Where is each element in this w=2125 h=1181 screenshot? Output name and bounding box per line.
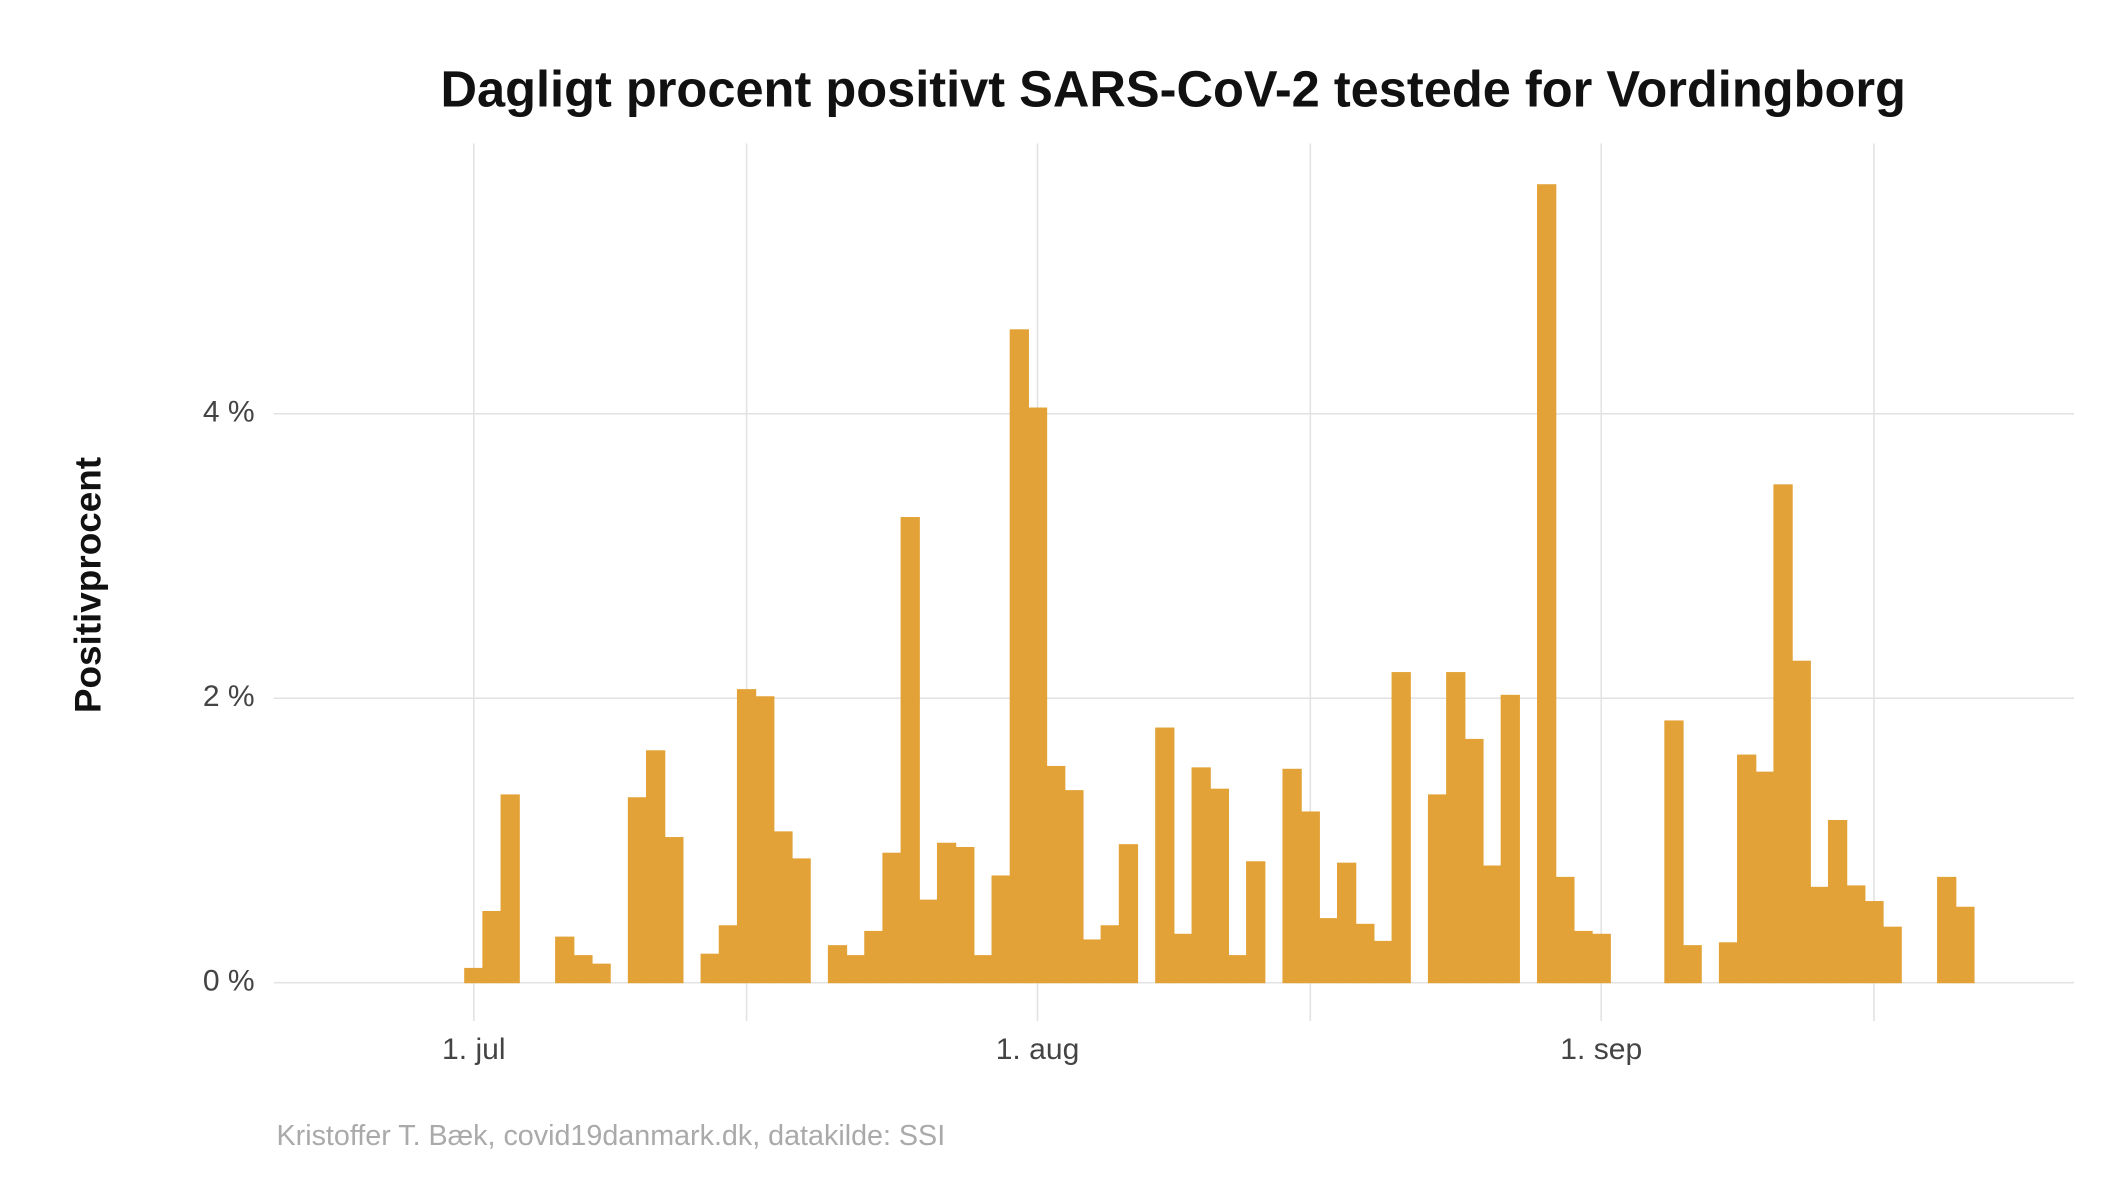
y-tick-label: 2 % <box>203 680 255 713</box>
bar <box>718 925 739 984</box>
bar <box>1009 329 1029 984</box>
bar <box>791 858 811 984</box>
bar <box>1573 930 1593 984</box>
bar <box>1155 727 1175 984</box>
x-tick-label: 1. jul <box>442 1033 506 1066</box>
bar <box>736 689 757 984</box>
bar <box>900 517 920 984</box>
bar <box>1682 945 1702 984</box>
bar <box>773 831 793 984</box>
y-tick-label: 4 % <box>203 396 255 429</box>
bar <box>1664 720 1684 984</box>
bar <box>1427 794 1448 984</box>
bar <box>627 797 648 984</box>
bar <box>1118 844 1139 984</box>
bar <box>955 847 975 984</box>
bar <box>1191 767 1211 984</box>
bar <box>1373 940 1393 984</box>
bar <box>1100 925 1120 984</box>
bar <box>1300 811 1320 984</box>
bar <box>700 953 720 984</box>
bar <box>1500 694 1520 984</box>
bar <box>1227 955 1248 984</box>
bar <box>1827 819 1848 984</box>
bar <box>1209 788 1230 984</box>
y-axis-label: Positivprocent <box>67 457 108 713</box>
bar <box>755 696 775 984</box>
bar <box>991 875 1011 984</box>
bar <box>1537 184 1557 984</box>
bar <box>864 930 884 984</box>
bar <box>1755 771 1775 984</box>
bar <box>1737 754 1757 984</box>
bar <box>1864 901 1884 984</box>
bar <box>936 842 957 984</box>
bar <box>882 852 902 984</box>
bar <box>1082 939 1102 984</box>
bar <box>973 955 993 984</box>
bar <box>1064 790 1084 984</box>
bar <box>918 899 939 984</box>
bar <box>1318 918 1339 984</box>
bar <box>1355 923 1375 984</box>
bar <box>1809 886 1830 984</box>
chart-title: Dagligt procent positivt SARS-CoV-2 test… <box>440 60 1905 117</box>
bar <box>664 837 684 984</box>
bar <box>591 963 611 984</box>
bar <box>573 955 593 984</box>
bar <box>1937 876 1957 984</box>
bar <box>555 936 575 984</box>
bar <box>1027 407 1048 984</box>
bar <box>1718 942 1739 984</box>
bar <box>464 967 484 984</box>
bar <box>1391 672 1411 984</box>
bar <box>1955 906 1975 984</box>
bar <box>1046 765 1066 984</box>
bar <box>827 945 848 984</box>
bar <box>500 794 520 984</box>
bar <box>1337 862 1357 984</box>
bar <box>1464 738 1484 984</box>
bar <box>1846 885 1866 984</box>
bar <box>1791 660 1811 984</box>
bar <box>482 911 502 984</box>
bar <box>1591 933 1611 984</box>
y-tick-label: 0 % <box>203 965 255 998</box>
bar <box>646 750 666 984</box>
bar <box>1482 865 1502 984</box>
x-tick-label: 1. aug <box>996 1033 1080 1066</box>
caption: Kristoffer T. Bæk, covid19danmark.dk, da… <box>277 1120 946 1152</box>
bar <box>1882 926 1902 984</box>
bar <box>846 955 866 984</box>
bar <box>1282 768 1302 984</box>
bar <box>1173 933 1193 984</box>
bar <box>1446 672 1466 984</box>
bar <box>1555 876 1575 984</box>
bar <box>1246 861 1266 984</box>
x-tick-label: 1. sep <box>1560 1033 1642 1066</box>
bar <box>1773 484 1793 984</box>
